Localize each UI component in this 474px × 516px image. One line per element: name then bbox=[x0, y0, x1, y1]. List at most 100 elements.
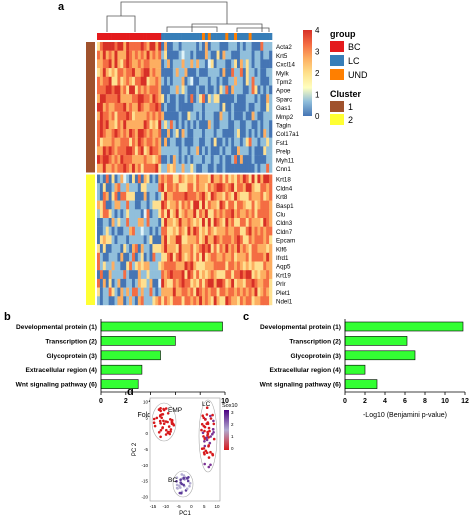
heatmap-cell bbox=[219, 111, 223, 121]
heatmap-cell bbox=[269, 85, 273, 95]
heatmap-cell bbox=[225, 155, 229, 164]
heatmap-cell bbox=[167, 42, 171, 51]
heatmap-cell bbox=[137, 68, 142, 77]
heatmap-cell bbox=[175, 94, 179, 104]
heatmap-cell bbox=[146, 191, 150, 201]
heatmap-cell bbox=[99, 209, 104, 219]
heatmap-cell bbox=[126, 287, 130, 297]
heatmap-cell bbox=[204, 235, 209, 245]
heatmap-cell bbox=[254, 287, 258, 297]
scatter-point bbox=[169, 430, 172, 433]
heatmap-cell bbox=[213, 94, 217, 104]
heatmap-cell bbox=[167, 68, 171, 77]
heatmap-cell bbox=[213, 270, 217, 280]
heatmap-cell bbox=[237, 296, 241, 306]
heatmap-cell bbox=[219, 235, 223, 245]
heatmap-cell bbox=[193, 235, 197, 245]
heatmap-cell bbox=[137, 76, 142, 86]
heatmap-cell bbox=[196, 42, 200, 51]
heatmap-cell bbox=[231, 68, 235, 77]
group-bar-cell bbox=[190, 33, 194, 40]
heatmap-cell bbox=[248, 183, 252, 193]
heatmap-cell bbox=[108, 163, 112, 173]
y-tick-label: -10 bbox=[141, 463, 148, 468]
gene-label-aqp5: Aqp5 bbox=[276, 264, 291, 271]
heatmap-cell bbox=[251, 287, 255, 297]
heatmap-cell bbox=[228, 191, 232, 201]
heatmap-cell bbox=[266, 120, 270, 130]
heatmap-cell bbox=[254, 235, 258, 245]
heatmap-cell bbox=[155, 252, 159, 262]
heatmap-cell bbox=[222, 200, 226, 210]
heatmap-cell bbox=[102, 76, 107, 86]
heatmap-cell bbox=[199, 137, 203, 147]
heatmap-cell bbox=[117, 278, 121, 288]
x-tick-label: 2 bbox=[124, 398, 128, 405]
heatmap-cell bbox=[190, 244, 194, 253]
heatmap-cell bbox=[120, 59, 124, 69]
heatmap-cell bbox=[181, 278, 185, 288]
heatmap-cell bbox=[190, 163, 194, 173]
heatmap-cell bbox=[219, 137, 223, 147]
heatmap-cell bbox=[152, 129, 156, 138]
heatmap-cell bbox=[155, 244, 159, 253]
heatmap-cell bbox=[120, 137, 124, 147]
scatter-point bbox=[202, 416, 205, 420]
heatmap-cell bbox=[239, 85, 244, 95]
heatmap-cell bbox=[143, 120, 147, 130]
heatmap-cell bbox=[155, 261, 159, 271]
heatmap-cell bbox=[164, 200, 168, 210]
heatmap-cell bbox=[207, 270, 212, 280]
heatmap-cell bbox=[149, 85, 153, 95]
heatmap-cell bbox=[239, 261, 244, 271]
heatmap-cell bbox=[239, 270, 244, 280]
heatmap-cell bbox=[207, 102, 212, 112]
gene-label-col17a1: Col17a1 bbox=[276, 131, 300, 138]
heatmap-cell bbox=[120, 68, 124, 77]
heatmap-cell bbox=[257, 296, 261, 306]
heatmap-cell bbox=[134, 102, 139, 112]
heatmap-cell bbox=[164, 120, 168, 130]
scatter-point bbox=[159, 422, 162, 425]
heatmap-cell bbox=[204, 244, 209, 253]
heatmap-cell bbox=[219, 261, 223, 271]
heatmap-cell bbox=[207, 244, 212, 253]
heatmap-cell bbox=[129, 226, 133, 236]
heatmap-cell bbox=[228, 76, 232, 86]
heatmap-cell bbox=[102, 85, 107, 95]
heatmap-cell bbox=[207, 120, 212, 130]
heatmap-cell bbox=[266, 85, 270, 95]
cluster-bar-2 bbox=[86, 174, 95, 305]
heatmap-cell bbox=[169, 76, 174, 86]
heatmap-cell bbox=[126, 102, 130, 112]
heatmap-cell bbox=[132, 226, 136, 236]
heatmap-cell bbox=[231, 200, 235, 210]
heatmap-cell bbox=[193, 200, 197, 210]
heatmap-cell bbox=[152, 120, 156, 130]
scatter-point bbox=[162, 422, 166, 426]
heatmap-cell bbox=[245, 235, 249, 245]
heatmap-cell bbox=[152, 218, 156, 227]
heatmap-cell bbox=[120, 174, 124, 184]
heatmap-cell bbox=[102, 42, 107, 51]
heatmap-cell bbox=[126, 85, 130, 95]
heatmap-cell bbox=[239, 296, 244, 306]
heatmap-cell bbox=[161, 191, 165, 201]
scatter-point bbox=[176, 487, 179, 490]
heatmap-cell bbox=[175, 102, 179, 112]
heatmap-cell bbox=[234, 278, 238, 288]
scatter-point bbox=[153, 424, 157, 428]
heatmap-cell bbox=[216, 76, 220, 86]
heatmap-cell bbox=[117, 137, 121, 147]
heatmap-cell bbox=[161, 287, 165, 297]
heatmap-cell bbox=[140, 146, 144, 156]
heatmap-cell bbox=[143, 111, 147, 121]
heatmap-cell bbox=[234, 42, 238, 51]
heatmap-cell bbox=[146, 50, 150, 60]
panel-label-a: a bbox=[58, 1, 65, 13]
heatmap-cell bbox=[117, 129, 121, 138]
heatmap-cell bbox=[149, 218, 153, 227]
heatmap-cell bbox=[155, 102, 159, 112]
heatmap-cell bbox=[123, 59, 127, 69]
heatmap-cell bbox=[123, 261, 127, 271]
